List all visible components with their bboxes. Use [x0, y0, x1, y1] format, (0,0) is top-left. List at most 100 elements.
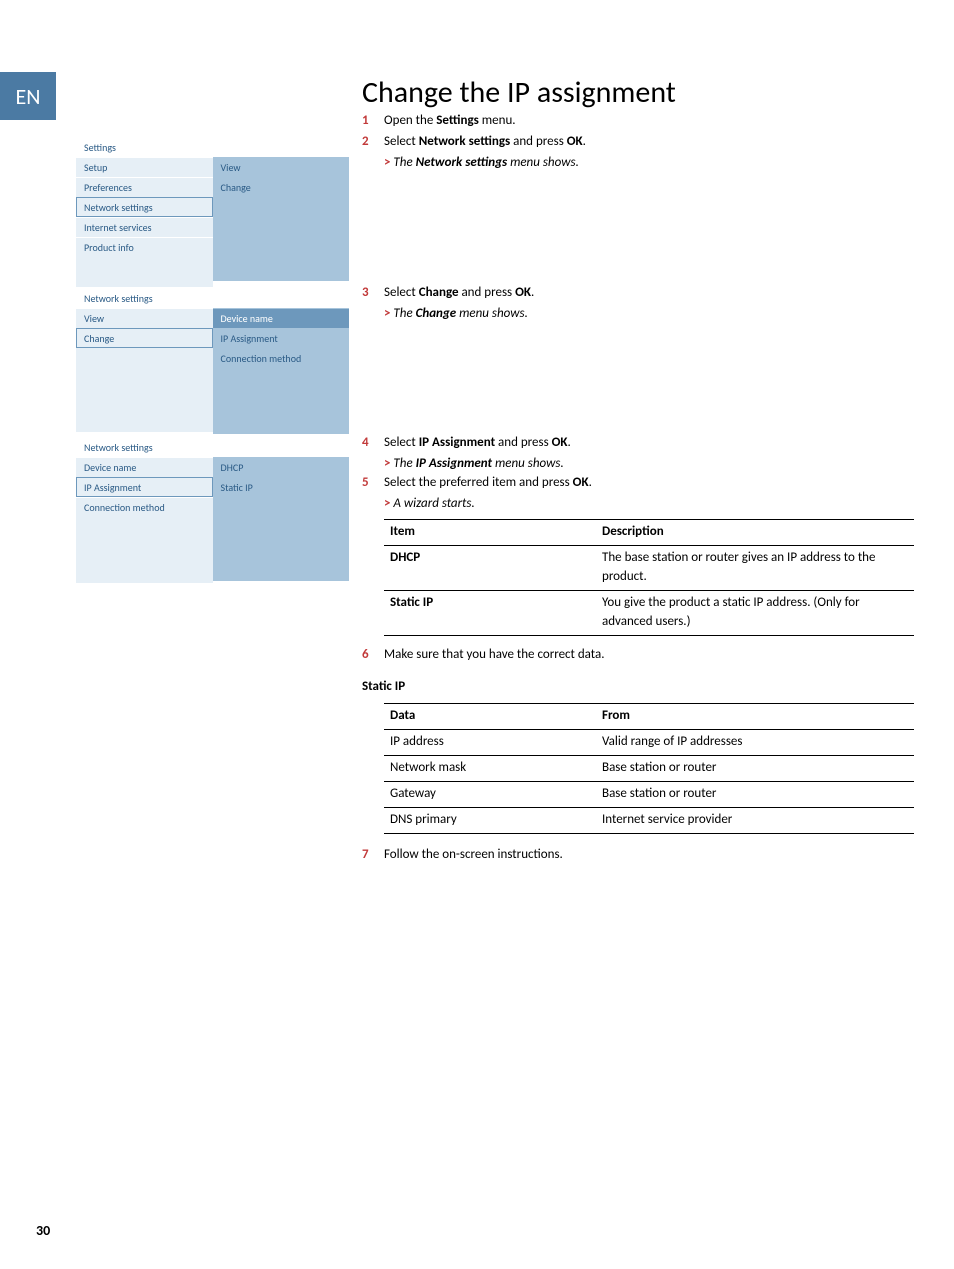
bold-text: Change: [416, 306, 457, 321]
table-cell: Internet service provider: [596, 807, 914, 833]
bold-text: Network settings: [416, 155, 508, 170]
text: Select: [384, 435, 419, 450]
table-header: Data: [384, 704, 596, 730]
table-row: Data From: [384, 704, 914, 730]
item-description-table: Item Description DHCP The base station o…: [384, 519, 914, 635]
text: .: [589, 475, 592, 490]
text: menu.: [479, 113, 516, 128]
table-cell: Network mask: [384, 755, 596, 781]
table-row: DNS primaryInternet service provider: [384, 807, 914, 833]
step-text: Select the preferred item and press OK.: [384, 474, 592, 493]
table-cell: DHCP: [384, 546, 596, 591]
menu-right-col: ViewChange: [213, 157, 350, 287]
step-number: 4: [362, 434, 374, 453]
bold-text: OK: [515, 285, 531, 300]
text: The: [393, 456, 415, 471]
bold-text: OK: [567, 134, 583, 149]
step-number: 3: [362, 284, 374, 303]
step-result: The Change menu shows.: [384, 305, 534, 324]
text: and press: [495, 435, 552, 450]
step-number: 5: [362, 474, 374, 493]
menu-item: Internet services: [76, 217, 213, 237]
menu-item: View: [213, 157, 350, 177]
menu-item: Device name: [76, 457, 213, 477]
steps-block-1: 1 Open the Settings menu. 2 Select Netwo…: [362, 112, 586, 173]
text: The: [393, 306, 415, 321]
menu-item: Connection method: [213, 348, 350, 368]
menu-item: Static IP: [213, 477, 350, 497]
text: A wizard starts.: [393, 496, 474, 511]
ip-assignment-menu-screenshot: Network settings Device nameIP Assignmen…: [76, 436, 349, 583]
menu-item: Change: [76, 328, 213, 348]
page-title: Change the IP assignment: [362, 74, 676, 111]
menu-item: Setup: [76, 157, 213, 177]
text: and press: [459, 285, 516, 300]
table-cell: IP address: [384, 730, 596, 756]
table-cell: Valid range of IP addresses: [596, 730, 914, 756]
menu-left-col: Device nameIP AssignmentConnection metho…: [76, 457, 213, 583]
table-row: Static IP You give the product a static …: [384, 590, 914, 635]
table-header: Item: [384, 520, 596, 546]
text: Select the preferred item and press: [384, 475, 573, 490]
step-text: Follow the on-screen instructions.: [384, 846, 563, 865]
table-row: DHCP The base station or router gives an…: [384, 546, 914, 591]
step-result: The Network settings menu shows.: [384, 154, 586, 173]
table-cell: Static IP: [384, 590, 596, 635]
menu-title: Network settings: [76, 287, 349, 308]
table-header: From: [596, 704, 914, 730]
step-text: Open the Settings menu.: [384, 112, 516, 131]
step-number: 1: [362, 112, 374, 131]
steps-block-3: 4 Select IP Assignment and press OK. The…: [362, 434, 922, 866]
text: menu shows.: [507, 155, 579, 170]
steps-block-2: 3 Select Change and press OK. The Change…: [362, 284, 534, 324]
menu-item: Product info: [76, 237, 213, 257]
menu-item: Preferences: [76, 177, 213, 197]
bold-text: Network settings: [419, 134, 511, 149]
text: .: [568, 435, 571, 450]
table-row: GatewayBase station or router: [384, 781, 914, 807]
menu-item: IP Assignment: [213, 328, 350, 348]
menu-item: Network settings: [76, 197, 213, 217]
step-number: 2: [362, 133, 374, 152]
settings-menu-screenshot: Settings SetupPreferencesNetwork setting…: [76, 136, 349, 287]
menu-title: Settings: [76, 136, 349, 157]
menu-item: View: [76, 308, 213, 328]
text: menu shows.: [492, 456, 564, 471]
step-result: A wizard starts.: [384, 495, 922, 514]
table-cell: Base station or router: [596, 755, 914, 781]
menu-left-col: ViewChange: [76, 308, 213, 434]
bold-text: Settings: [436, 113, 479, 128]
text: Select: [384, 285, 419, 300]
text: .: [583, 134, 586, 149]
text: and press: [510, 134, 567, 149]
step-number: 6: [362, 646, 374, 665]
step-text: Select Network settings and press OK.: [384, 133, 586, 152]
page-number: 30: [36, 1222, 50, 1239]
text: Select: [384, 134, 419, 149]
menu-right-col: Device nameIP AssignmentConnection metho…: [213, 308, 350, 434]
step-text: Select Change and press OK.: [384, 284, 534, 303]
table-cell: You give the product a static IP address…: [596, 590, 914, 635]
menu-item: Change: [213, 177, 350, 197]
table-header: Description: [596, 520, 914, 546]
text: menu shows.: [456, 306, 528, 321]
table-cell: The base station or router gives an IP a…: [596, 546, 914, 591]
text: .: [531, 285, 534, 300]
step-number: 7: [362, 846, 374, 865]
menu-left-col: SetupPreferencesNetwork settingsInternet…: [76, 157, 213, 287]
menu-item: DHCP: [213, 457, 350, 477]
menu-item: IP Assignment: [76, 477, 213, 497]
language-tab: EN: [0, 72, 56, 120]
table-row: Network maskBase station or router: [384, 755, 914, 781]
table-cell: Base station or router: [596, 781, 914, 807]
menu-title: Network settings: [76, 436, 349, 457]
step-result: The IP Assignment menu shows.: [384, 455, 922, 474]
bold-text: Change: [419, 285, 459, 300]
network-settings-menu-screenshot: Network settings ViewChange Device nameI…: [76, 287, 349, 434]
bold-text: IP Assignment: [416, 456, 492, 471]
menu-item: Device name: [213, 308, 350, 328]
bold-text: IP Assignment: [419, 435, 495, 450]
menu-right-col: DHCPStatic IP: [213, 457, 350, 583]
table-cell: Gateway: [384, 781, 596, 807]
text: The: [393, 155, 415, 170]
